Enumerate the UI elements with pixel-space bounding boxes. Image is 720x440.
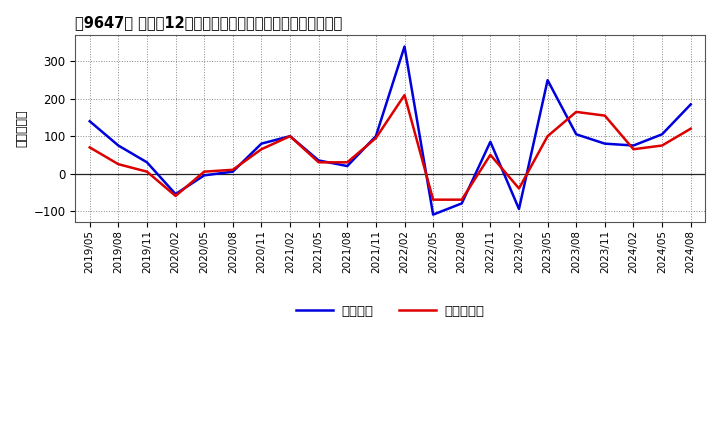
- 当期純利益: [343, 160, 351, 165]
- Line: 経常利益: 経常利益: [90, 47, 690, 215]
- 経常利益: [629, 143, 638, 148]
- 経常利益: [257, 141, 266, 146]
- 経常利益: [486, 139, 495, 144]
- 経常利益: [544, 77, 552, 83]
- 当期純利益: [372, 136, 380, 141]
- 経常利益: [315, 158, 323, 163]
- 当期純利益: [171, 193, 180, 198]
- 経常利益: [171, 191, 180, 197]
- 経常利益: [286, 133, 294, 139]
- 当期純利益: [629, 147, 638, 152]
- 経常利益: [86, 119, 94, 124]
- 当期純利益: [658, 143, 667, 148]
- Text: ）9647） 利益だ12か月移動合計の対前年同期増減額の推移: ）9647） 利益だ12か月移動合計の対前年同期増減額の推移: [76, 15, 343, 30]
- 当期純利益: [457, 197, 466, 202]
- 経常利益: [372, 133, 380, 139]
- 当期純利益: [200, 169, 209, 174]
- 当期純利益: [143, 169, 151, 174]
- 当期純利益: [257, 147, 266, 152]
- 経常利益: [343, 163, 351, 169]
- Y-axis label: （百万円）: （百万円）: [15, 110, 28, 147]
- Line: 当期純利益: 当期純利益: [90, 95, 690, 200]
- 当期純利益: [286, 133, 294, 139]
- 当期純利益: [486, 152, 495, 158]
- 経常利益: [429, 212, 438, 217]
- 当期純利益: [686, 126, 695, 132]
- 当期純利益: [429, 197, 438, 202]
- 当期純利益: [400, 92, 409, 98]
- 経常利益: [400, 44, 409, 49]
- 当期純利益: [515, 186, 523, 191]
- 経常利益: [515, 206, 523, 212]
- 経常利益: [228, 169, 237, 174]
- 当期純利益: [228, 167, 237, 172]
- 経常利益: [658, 132, 667, 137]
- 経常利益: [572, 132, 580, 137]
- 経常利益: [114, 143, 122, 148]
- 当期純利益: [544, 133, 552, 139]
- Legend: 経常利益, 当期純利益: 経常利益, 当期純利益: [291, 300, 490, 323]
- 当期純利益: [315, 160, 323, 165]
- 当期純利益: [572, 109, 580, 114]
- 経常利益: [686, 102, 695, 107]
- 経常利益: [143, 160, 151, 165]
- 当期純利益: [86, 145, 94, 150]
- 当期純利益: [600, 113, 609, 118]
- 経常利益: [600, 141, 609, 146]
- 経常利益: [457, 201, 466, 206]
- 当期純利益: [114, 161, 122, 167]
- 経常利益: [200, 173, 209, 178]
